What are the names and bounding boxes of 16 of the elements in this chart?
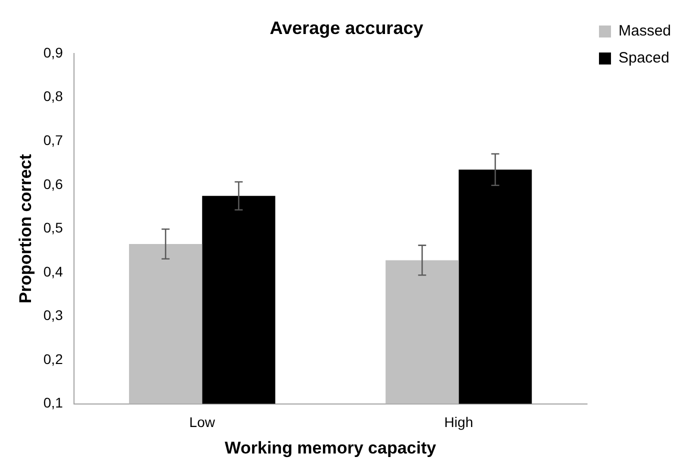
y-tick-label: 0,9 xyxy=(43,44,64,60)
y-tick-label: 0,7 xyxy=(43,132,64,148)
y-axis-title: Proportion correct xyxy=(16,154,35,304)
x-tick-label: High xyxy=(444,414,474,430)
legend-label: Spaced xyxy=(618,50,670,67)
y-tick-label: 0,1 xyxy=(43,394,64,411)
chart-title: Average accuracy xyxy=(270,18,424,38)
x-axis-title: Working memory capacity xyxy=(224,438,437,458)
y-tick-label: 0,5 xyxy=(43,220,64,236)
y-tick-label: 0,8 xyxy=(43,88,64,104)
legend-label: Massed xyxy=(618,22,672,40)
x-tick-label: Low xyxy=(189,414,216,430)
y-tick-label: 0,2 xyxy=(43,350,64,367)
y-tick-label: 0,4 xyxy=(43,263,64,280)
y-tick-label: 0,6 xyxy=(43,176,64,192)
y-tick-label: 0,3 xyxy=(43,307,64,324)
